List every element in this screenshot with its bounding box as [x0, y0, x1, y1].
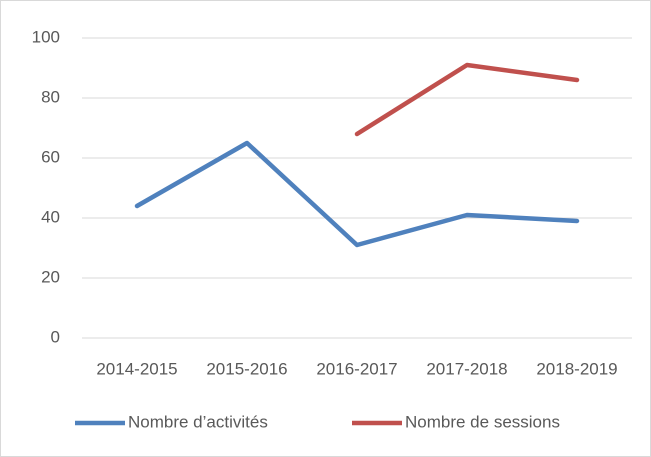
y-tick-label: 100	[32, 27, 60, 46]
series-line	[134, 140, 580, 248]
x-tick-label: 2018-2019	[536, 359, 617, 378]
y-tick-label: 40	[41, 207, 60, 226]
y-tick-label: 0	[51, 327, 60, 346]
y-tick-label: 60	[41, 147, 60, 166]
y-tick-label: 80	[41, 87, 60, 106]
x-tick-label: 2016-2017	[316, 359, 397, 378]
legend-label: Nombre de sessions	[405, 412, 560, 431]
x-tick-label: 2017-2018	[426, 359, 507, 378]
x-tick-label: 2014-2015	[96, 359, 177, 378]
x-tick-label: 2015-2016	[206, 359, 287, 378]
y-tick-label: 20	[41, 267, 60, 286]
legend-label: Nombre d’activités	[128, 412, 268, 431]
series-line	[354, 62, 580, 137]
